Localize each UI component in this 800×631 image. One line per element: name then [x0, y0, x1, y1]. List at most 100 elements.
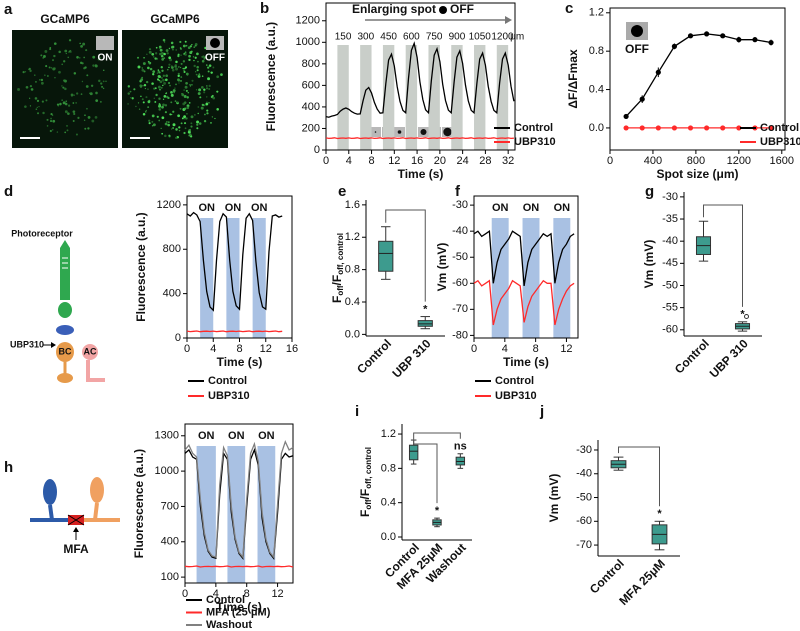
- speckle: [182, 60, 186, 63]
- speckle: [40, 78, 44, 82]
- speckle: [168, 47, 171, 50]
- speckle: [198, 73, 200, 75]
- x-axis-label: Time (s): [398, 167, 444, 181]
- y-axis-label: Fluorescence (a.u.): [134, 212, 148, 321]
- speckle: [76, 92, 79, 95]
- cell-left: [43, 479, 57, 505]
- stimulus-span: [337, 45, 349, 150]
- y-tick-label: -50: [452, 251, 468, 263]
- x-tick-label: 12: [560, 343, 572, 355]
- stimulus-span: [196, 446, 216, 583]
- speckle: [167, 123, 171, 127]
- speckle: [64, 87, 67, 91]
- speckle: [159, 52, 162, 56]
- legend-label: Control: [514, 122, 553, 134]
- speckle: [162, 98, 165, 101]
- speckle: [184, 122, 187, 125]
- speckle: [193, 59, 195, 62]
- speckle: [204, 104, 206, 107]
- y-tick-label: 0.0: [381, 531, 396, 543]
- speckle: [153, 87, 156, 90]
- trace: [325, 137, 514, 140]
- speckle: [185, 44, 188, 47]
- speckle: [41, 100, 44, 103]
- speckle: [154, 57, 157, 60]
- speckle: [200, 86, 204, 89]
- speckle: [148, 48, 152, 51]
- category-label: UBP 310: [707, 336, 751, 380]
- y-tick-label: 1.2: [589, 7, 604, 19]
- speckle: [22, 71, 25, 74]
- speckle: [163, 82, 166, 85]
- diagram-label: BC: [59, 346, 72, 356]
- speckle: [206, 96, 208, 98]
- speckle: [63, 79, 66, 82]
- speckle: [200, 106, 204, 110]
- y-tick-label: -30: [662, 191, 678, 203]
- speckle: [152, 70, 156, 74]
- speckle: [177, 74, 180, 78]
- data-point: [720, 125, 726, 131]
- speckle: [187, 46, 191, 50]
- speckle: [161, 116, 165, 120]
- span-label: 150: [335, 32, 352, 43]
- speckle: [165, 49, 169, 52]
- speckle: [152, 55, 155, 58]
- speckle: [184, 40, 187, 43]
- x-tick-label: 12: [260, 343, 272, 355]
- speckle: [151, 120, 154, 123]
- speckle: [190, 122, 193, 125]
- speckle: [66, 129, 69, 132]
- speckle: [79, 57, 81, 59]
- data-point: [655, 125, 661, 131]
- speckle: [58, 70, 61, 74]
- x-tick-label: 12: [388, 155, 400, 167]
- speckle: [160, 66, 163, 69]
- speckle: [17, 88, 20, 91]
- speckle: [206, 85, 208, 87]
- speckle: [184, 85, 188, 89]
- speckle: [206, 64, 208, 66]
- x-tick-label: 0: [607, 155, 613, 167]
- annotation-arrow-head: [505, 16, 512, 24]
- speckle: [95, 99, 99, 103]
- speckle: [99, 57, 101, 59]
- speckle: [50, 117, 53, 120]
- speckle: [64, 49, 68, 53]
- amacrine-cell: [82, 344, 98, 360]
- speckle: [189, 85, 192, 87]
- speckle: [175, 49, 177, 51]
- stimulus-span: [553, 218, 571, 338]
- speckle: [192, 56, 195, 58]
- speckle: [158, 47, 161, 49]
- legend-label: UBP310: [514, 136, 556, 148]
- photoreceptor-soma: [58, 302, 72, 318]
- speckle: [54, 76, 56, 79]
- speckle: [195, 73, 198, 76]
- speckle: [204, 56, 206, 58]
- speckle: [190, 125, 193, 128]
- speckle: [185, 81, 188, 85]
- speckle: [73, 72, 77, 75]
- speckle: [159, 80, 163, 84]
- y-tick-label: -40: [576, 468, 592, 480]
- significance-bracket: [385, 209, 426, 302]
- x-tick-label: 16: [286, 343, 298, 355]
- y-tick-label: -45: [662, 257, 678, 269]
- legend-label: Control: [208, 375, 247, 387]
- speckle: [52, 119, 56, 123]
- speckle: [188, 54, 191, 58]
- y-tick-label: 0.8: [589, 45, 604, 57]
- speckle: [161, 132, 164, 135]
- y-tick-label: 1200: [157, 199, 181, 211]
- annotation-spot: [439, 6, 447, 14]
- speckle: [203, 91, 206, 94]
- speckle: [165, 74, 169, 78]
- speckle: [177, 65, 180, 68]
- speckle: [34, 74, 36, 76]
- trace: [184, 439, 294, 559]
- speckle: [220, 73, 223, 76]
- speckle: [62, 86, 65, 89]
- speckle: [29, 105, 32, 107]
- speckle: [177, 72, 180, 75]
